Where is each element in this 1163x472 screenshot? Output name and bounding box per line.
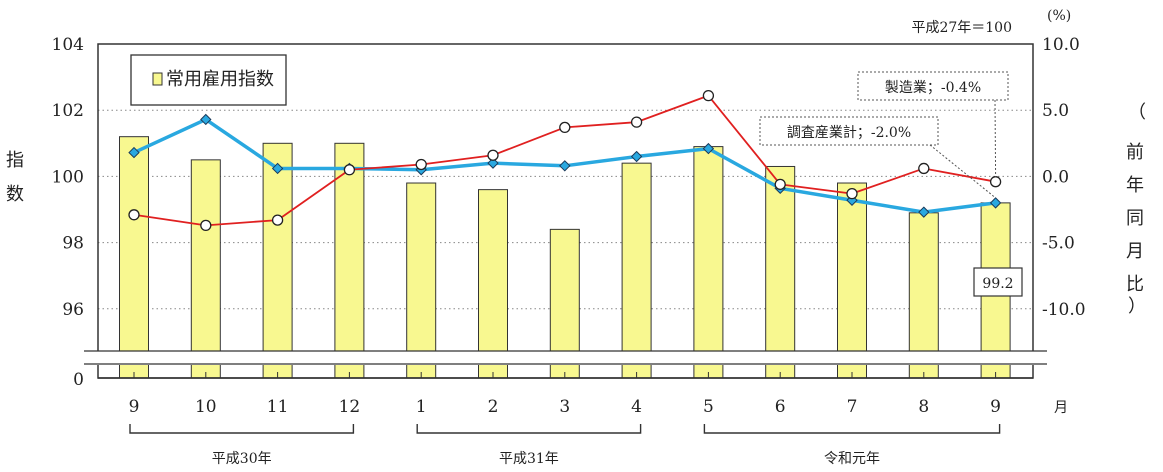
y-left-tick-label: 0: [73, 370, 84, 390]
bar: [549, 228, 580, 352]
y-left-label: 数: [6, 184, 24, 205]
marker-manufacturing: [128, 209, 140, 221]
marker-manufacturing: [918, 162, 930, 175]
legend: 常用雇用指数: [130, 54, 287, 106]
y-left-tick-label: 98: [62, 234, 84, 254]
callout-box-all-industries: [759, 116, 939, 146]
x-tick-label: 5: [703, 397, 714, 417]
y-right-label: 年: [1126, 175, 1144, 196]
marker-manufacturing: [702, 89, 715, 102]
y-right-tick-label: 0.0: [1042, 167, 1069, 187]
legend-swatch: [152, 72, 163, 86]
bar: [478, 189, 508, 352]
bar: [334, 142, 365, 352]
y-left-tick-label: 100: [52, 167, 84, 187]
x-tick-label: 9: [129, 397, 140, 417]
year-group-label: 令和元年: [824, 451, 880, 467]
callout-manufacturing: 製造業；-0.4%: [885, 80, 981, 96]
y-right-label: 月: [1126, 241, 1144, 262]
marker-manufacturing: [989, 176, 1002, 188]
marker-all-industries: [271, 162, 284, 175]
callout-leader: [994, 99, 997, 177]
callout-all-industries: 調査産業計；-2.0%: [787, 125, 911, 141]
bar: [693, 146, 724, 352]
x-tick-label: 8: [918, 397, 929, 417]
axis-break-band: [84, 351, 1047, 365]
marker-manufacturing: [559, 121, 571, 134]
x-tick-label: 10: [195, 397, 217, 417]
x-tick-label: 3: [559, 397, 570, 417]
bar-value-label: 99.2: [982, 276, 1013, 292]
legend-label: 常用雇用指数: [166, 69, 274, 90]
callout-box-manufacturing: [857, 71, 1009, 101]
bar: [119, 136, 149, 352]
annotations: 製造業；-0.4% 調査産業計；-2.0% 99.2: [759, 71, 1023, 297]
y-right-tick-label: -10.0: [1042, 300, 1086, 320]
marker-all-industries: [487, 157, 499, 169]
bar: [765, 165, 796, 352]
y-right-tick-label: 5.0: [1042, 101, 1069, 121]
year-group-label: 平成31年: [499, 451, 559, 467]
marker-manufacturing: [774, 178, 786, 190]
marker-manufacturing: [846, 187, 858, 200]
y-right-paren: ）: [1128, 296, 1146, 317]
x-unit-label: 月: [1054, 400, 1068, 416]
x-tick-label: 11: [267, 397, 289, 417]
x-tick-label: 1: [416, 397, 427, 417]
y-left-tick-label: 104: [52, 35, 84, 55]
year-bracket: [129, 424, 355, 434]
bar: [190, 159, 221, 352]
y-right-tick-label: 10.0: [1042, 35, 1080, 55]
bar: [621, 162, 652, 352]
y-left-tick-label: 102: [52, 101, 84, 121]
marker-manufacturing: [630, 116, 643, 128]
marker-all-industries: [128, 146, 140, 159]
year-group-label: 平成30年: [212, 451, 272, 467]
marker-manufacturing: [200, 219, 212, 232]
bar: [406, 182, 437, 352]
marker-all-industries: [702, 142, 715, 155]
y-left-tick-label: 96: [62, 300, 84, 320]
marker-manufacturing: [343, 164, 356, 176]
bar: [262, 142, 293, 352]
year-bracket: [416, 424, 642, 434]
y-right-tick-label: -5.0: [1042, 234, 1075, 254]
marker-manufacturing: [415, 158, 427, 171]
year-bracket: [703, 424, 1001, 434]
x-tick-label: 9: [990, 397, 1001, 417]
y-left-label: 指: [6, 150, 24, 171]
bar: [908, 212, 939, 352]
x-tick-label: 6: [775, 397, 786, 417]
marker-manufacturing: [487, 149, 499, 161]
x-tick-label: 12: [339, 397, 361, 417]
x-tick-label: 4: [631, 397, 642, 417]
marker-manufacturing: [271, 214, 284, 226]
x-tick-label: 7: [847, 397, 858, 417]
y-right-unit: (%): [1047, 8, 1071, 24]
bar: [837, 182, 867, 352]
value-box: [973, 267, 1023, 297]
marker-all-industries: [559, 160, 571, 172]
base-note: 平成27年＝100: [911, 20, 1012, 36]
y-right-paren: （: [1128, 102, 1146, 123]
marker-all-industries: [918, 206, 930, 218]
marker-all-industries: [200, 113, 212, 126]
marker-all-industries: [989, 197, 1002, 209]
x-tick-label: 2: [488, 397, 499, 417]
grid-lines: [98, 43, 1033, 310]
axes: [84, 43, 1047, 434]
y-right-label: 同: [1126, 208, 1144, 229]
y-right-label: 前: [1126, 142, 1144, 163]
axis-labels: 9698100102104010.05.00.0-5.0-10.0(%)平成27…: [6, 8, 1146, 467]
line-series: [128, 89, 1002, 232]
bar-series: [119, 136, 1011, 379]
marker-all-industries: [630, 150, 643, 163]
y-right-label: 比: [1126, 274, 1144, 295]
